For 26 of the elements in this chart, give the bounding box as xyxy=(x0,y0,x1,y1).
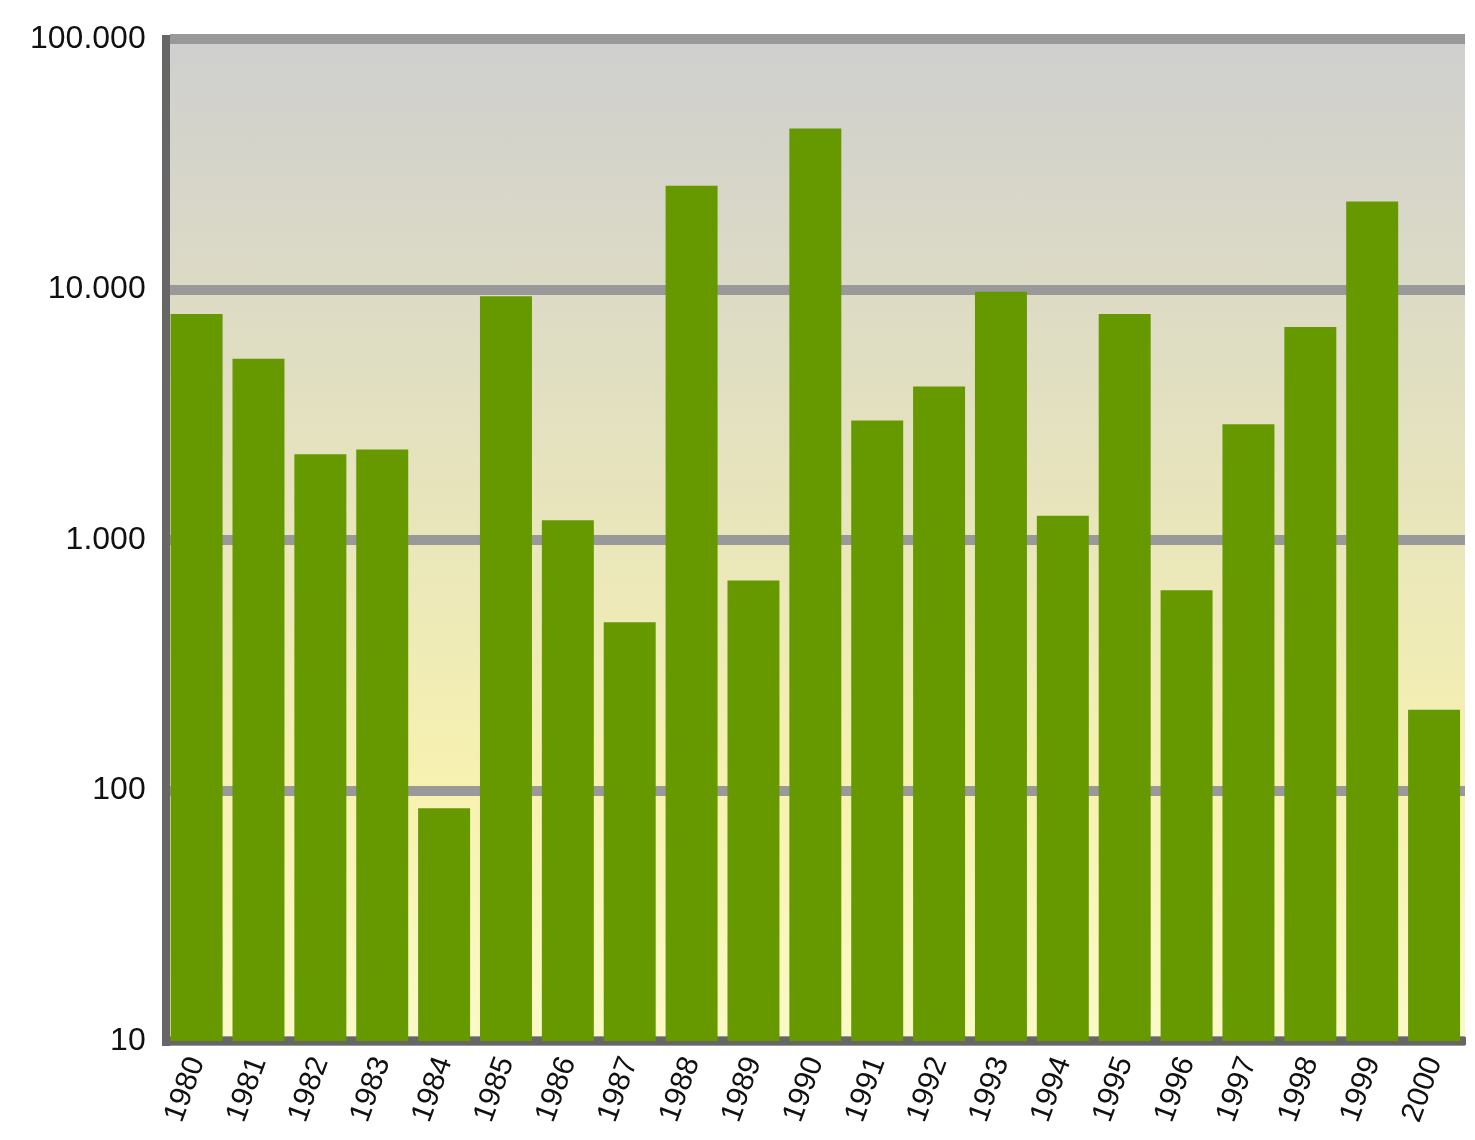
x-tick-label: 1981 xyxy=(218,1051,272,1126)
x-tick-label: 1995 xyxy=(1084,1051,1139,1126)
y-tick-label: 100 xyxy=(92,770,146,807)
x-tick-label: 1986 xyxy=(527,1051,582,1126)
x-tick-label: 1985 xyxy=(465,1051,520,1126)
x-tick-label: 1996 xyxy=(1146,1051,1200,1126)
x-tick-label: 1991 xyxy=(836,1051,891,1126)
x-tick-label: 1998 xyxy=(1269,1051,1324,1126)
x-tick-label: 1994 xyxy=(1022,1051,1077,1126)
x-tick-label: 1999 xyxy=(1331,1051,1386,1126)
y-tick-label: 10.000 xyxy=(47,269,146,306)
y-tick-label: 100.000 xyxy=(30,19,146,56)
x-tick-label: 1980 xyxy=(156,1051,211,1126)
x-tick-label: 1993 xyxy=(960,1051,1015,1126)
x-tick-label: 1992 xyxy=(898,1051,953,1126)
x-tick-label: 1989 xyxy=(713,1051,767,1126)
x-tick-label: 1988 xyxy=(651,1051,705,1126)
y-tick-label: 1.000 xyxy=(65,519,146,556)
x-tick-label: 1987 xyxy=(589,1051,644,1126)
x-tick-label: 1984 xyxy=(403,1051,458,1126)
x-tick-label: 1997 xyxy=(1208,1051,1262,1126)
x-tick-label: 2000 xyxy=(1393,1051,1448,1126)
x-tick-label: 1983 xyxy=(341,1051,396,1126)
x-tick-label: 1990 xyxy=(774,1051,829,1126)
x-tick-label: 1982 xyxy=(279,1051,334,1126)
y-tick-label: 10 xyxy=(110,1020,146,1057)
